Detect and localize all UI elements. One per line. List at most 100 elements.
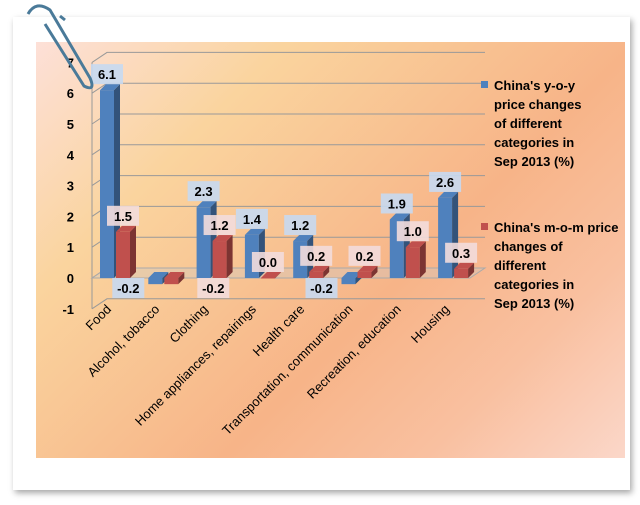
- bar-side: [468, 262, 475, 278]
- gridline: [91, 113, 485, 125]
- bar-top: [196, 201, 217, 208]
- bar-side: [323, 265, 330, 278]
- data-label-box: [396, 221, 429, 242]
- data-label-box: [445, 242, 478, 263]
- data-label-box: [380, 193, 413, 214]
- data-label: 1.9: [388, 196, 406, 211]
- y-tick-label: 0: [67, 271, 74, 286]
- data-label: -0.2: [202, 281, 224, 296]
- bar-top: [454, 262, 475, 269]
- legend-swatch: [481, 81, 488, 88]
- bar: [454, 268, 469, 278]
- bar: [164, 278, 179, 285]
- gridline: [91, 175, 485, 187]
- bar-side: [178, 272, 185, 285]
- data-label: 1.2: [291, 218, 309, 233]
- bar-top: [148, 272, 169, 278]
- bar-top: [438, 191, 459, 198]
- legend-swatch: [481, 223, 488, 230]
- data-label: -0.2: [310, 281, 332, 296]
- data-label: 1.4: [243, 212, 262, 227]
- data-label-box: [203, 215, 236, 236]
- bar-side: [130, 225, 136, 278]
- y-tick-label: 4: [67, 148, 75, 163]
- y-tick-label: 3: [67, 179, 74, 194]
- legend-text: Sep 2013 (%): [494, 154, 574, 169]
- legend-text: of different: [494, 116, 563, 131]
- data-label: 1.0: [404, 224, 422, 239]
- y-tick-label: 2: [67, 209, 74, 224]
- data-label: 0.0: [259, 255, 277, 270]
- data-label-box: [112, 278, 145, 298]
- bar-side: [452, 191, 459, 278]
- bar-top: [100, 84, 120, 91]
- y-tick-label: 6: [67, 86, 74, 101]
- data-label: 0.2: [307, 249, 325, 264]
- bar-top: [293, 235, 314, 242]
- gridline: [91, 51, 485, 63]
- legend-text: Sep 2013 (%): [494, 296, 574, 311]
- bar-side: [274, 272, 281, 279]
- data-label: 2.6: [436, 175, 454, 190]
- y-tick-label: 1: [67, 240, 74, 255]
- data-label: 1.5: [114, 209, 132, 224]
- data-label-box: [235, 208, 268, 229]
- bar: [100, 90, 114, 279]
- data-label-box: [91, 64, 123, 85]
- data-label: 0.3: [452, 246, 470, 261]
- y-tick-label: 5: [67, 117, 74, 132]
- x-tick-label: Recreation, education: [304, 302, 404, 402]
- data-label-box: [429, 171, 462, 192]
- legend-text: different: [494, 258, 547, 273]
- x-tick-label: Housing: [408, 302, 452, 346]
- gridline: [91, 298, 485, 310]
- legend-text: categories in: [494, 135, 574, 150]
- bar-side: [371, 265, 378, 278]
- data-label-box: [300, 245, 333, 266]
- bar: [309, 271, 324, 278]
- bar-top: [212, 235, 233, 242]
- gridline: [91, 144, 485, 156]
- bar-top: [164, 272, 185, 278]
- data-label: 0.2: [355, 249, 373, 264]
- x-tick-label: Food: [83, 302, 115, 334]
- bar-side: [419, 241, 426, 278]
- legend-text: China's m-o-m price: [494, 220, 618, 235]
- bar: [357, 271, 372, 278]
- bar-top: [116, 225, 136, 232]
- bar-top: [405, 241, 426, 248]
- gridline: [91, 82, 485, 94]
- x-tick-label: Clothing: [166, 302, 210, 346]
- bar-side: [226, 235, 233, 278]
- data-label: 6.1: [98, 67, 116, 82]
- bar: [260, 278, 275, 279]
- bar-top: [341, 272, 362, 278]
- bar: [116, 231, 130, 278]
- bar: [341, 278, 356, 285]
- gridline: [91, 205, 485, 217]
- bar-top: [309, 265, 330, 272]
- data-label-box: [187, 181, 220, 202]
- y-tick-label: -1: [62, 302, 74, 317]
- data-label: 2.3: [195, 184, 213, 199]
- data-label-box: [305, 278, 338, 298]
- data-label-box: [251, 252, 284, 272]
- legend-text: changes of: [494, 239, 563, 254]
- y-tick-label: 7: [67, 55, 74, 70]
- data-label: -0.2: [117, 281, 139, 296]
- bar: [405, 247, 420, 278]
- bar-top: [244, 228, 265, 235]
- bar: [212, 241, 227, 278]
- data-label: 1.2: [211, 218, 229, 233]
- bar: [148, 278, 163, 285]
- data-label-box: [107, 205, 139, 226]
- legend-text: categories in: [494, 277, 574, 292]
- legend-text: China's y-o-y: [494, 78, 576, 93]
- bar-top: [260, 272, 281, 278]
- data-label-box: [197, 278, 230, 298]
- bar: [438, 197, 453, 278]
- bar-top: [389, 213, 410, 220]
- data-label-box: [348, 245, 381, 266]
- bar-top: [357, 265, 378, 272]
